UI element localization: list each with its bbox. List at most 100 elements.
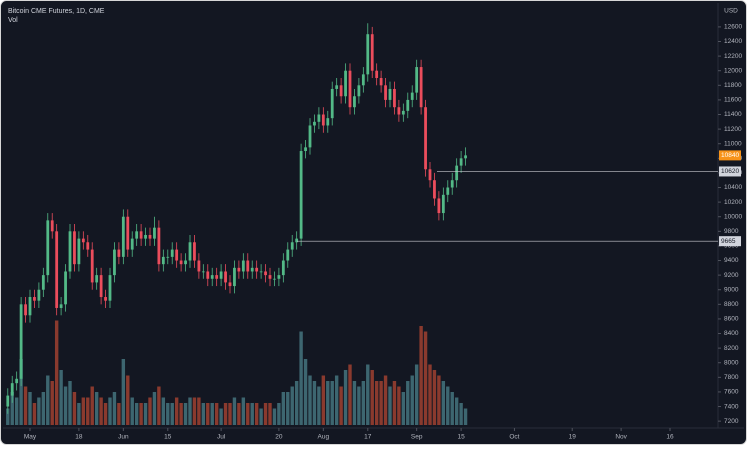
volume-bar <box>206 403 210 425</box>
chart-title: Bitcoin CME Futures, 1D, CME <box>8 8 105 15</box>
candle-body <box>317 114 321 122</box>
volume-bar <box>272 408 277 425</box>
y-tick-label: 8200 <box>724 345 739 352</box>
volume-bar <box>77 403 81 425</box>
candle-body <box>370 34 374 71</box>
volume-bar <box>410 375 414 425</box>
candle-body <box>130 238 134 250</box>
volume-bar <box>379 381 383 425</box>
volume-bar <box>41 392 46 425</box>
x-tick-label: Jun <box>118 434 129 441</box>
candle-body <box>64 271 67 305</box>
volume-bar <box>72 392 77 425</box>
candle-body <box>397 107 401 115</box>
volume-bar <box>90 386 94 425</box>
volume-bar <box>232 397 237 425</box>
candle-body <box>161 256 165 265</box>
volume-bar <box>32 403 37 425</box>
candle-body <box>219 271 223 279</box>
candle-body <box>308 125 312 148</box>
volume-bar <box>406 381 410 425</box>
volume-bar <box>281 392 286 425</box>
volume-bar <box>308 375 312 425</box>
candle-body <box>233 267 236 287</box>
candle-body <box>241 260 245 272</box>
volume-bar <box>161 397 166 425</box>
volume-bar <box>317 386 321 425</box>
volume-bar <box>259 408 263 425</box>
y-tick-label: 9800 <box>724 228 739 235</box>
candle-body <box>46 220 50 276</box>
y-tick-label: 11400 <box>724 111 742 118</box>
candle-body <box>15 378 19 384</box>
volume-bar <box>50 381 54 425</box>
y-tick-label: 11000 <box>724 140 742 147</box>
x-tick-label: 16 <box>666 434 674 441</box>
candle-body <box>210 275 214 279</box>
candle-body <box>121 216 125 257</box>
volume-bar <box>94 392 99 425</box>
x-tick-label: 19 <box>569 434 577 441</box>
candle-body <box>273 278 276 280</box>
volume-bar <box>117 403 121 425</box>
volume-bar <box>454 397 459 425</box>
candle-body <box>104 297 107 301</box>
volume-bar <box>46 375 50 425</box>
candle-body <box>206 271 210 279</box>
candle-body <box>255 267 259 272</box>
candle-body <box>441 194 445 214</box>
volume-bar <box>463 408 468 425</box>
volume-bar <box>423 331 428 425</box>
candle-body <box>299 151 303 239</box>
volume-bar <box>392 381 397 425</box>
volume-bar <box>366 364 370 425</box>
candle-body <box>357 85 361 97</box>
volume-bar <box>130 397 134 425</box>
candle-body <box>321 114 325 126</box>
x-tick-label: 17 <box>364 434 372 441</box>
volume-bar <box>299 331 303 425</box>
candle-body <box>277 275 281 279</box>
candle-body <box>428 169 432 181</box>
volume-bar <box>10 392 14 425</box>
candle-body <box>313 121 316 126</box>
candle-body <box>286 249 290 261</box>
candle-body <box>295 238 299 243</box>
x-tick-label: Oct <box>509 434 519 441</box>
volume-bar <box>294 381 299 425</box>
volume-bar <box>28 392 32 425</box>
x-tick-label: May <box>24 434 37 441</box>
price-line-label-bg <box>719 166 741 177</box>
candle-body <box>157 227 161 265</box>
volume-bar <box>37 397 41 425</box>
candle-body <box>10 383 14 396</box>
volume-bar <box>201 403 206 425</box>
volume-bar <box>290 386 294 425</box>
y-tick-label: 9400 <box>724 257 739 264</box>
volume-bar <box>419 326 423 425</box>
candle-body <box>410 92 414 100</box>
volume-bar <box>183 403 188 425</box>
candle-body <box>344 70 347 97</box>
candle-body <box>148 234 152 239</box>
candle-body <box>135 231 139 239</box>
candle-body <box>228 282 232 287</box>
volume-bar <box>428 364 432 425</box>
y-tick-label: 12600 <box>724 24 742 31</box>
volume-bar <box>432 370 437 425</box>
last-price-label: 10840 <box>721 152 739 159</box>
candle-body <box>450 180 454 188</box>
volume-bar <box>330 381 334 425</box>
candle-body <box>99 275 103 298</box>
candle-body <box>68 231 72 272</box>
candle-body <box>455 165 459 181</box>
candle-body <box>59 304 63 308</box>
volume-bar <box>250 403 254 425</box>
y-tick-label: 7200 <box>724 418 739 425</box>
candle-body <box>28 297 32 316</box>
volume-bar <box>263 403 268 425</box>
volume-bar <box>81 397 86 425</box>
volume-bar <box>197 397 201 425</box>
candle-body <box>361 74 365 86</box>
